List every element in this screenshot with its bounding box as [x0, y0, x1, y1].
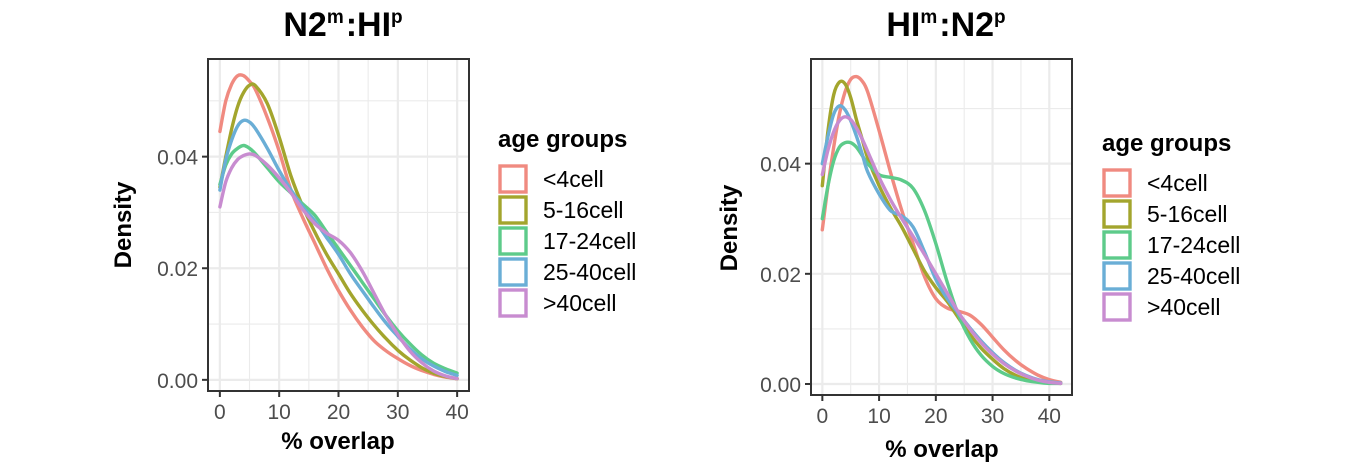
x-tick-label: 20: [924, 405, 947, 428]
title-mid: :HI: [346, 6, 391, 44]
legend-label: 25-40cell: [543, 259, 636, 285]
legend-label: <4cell: [543, 166, 604, 192]
chart-title: N2m:HIp: [283, 6, 402, 44]
title-sup1: m: [327, 7, 344, 28]
x-tick-label: 0: [214, 401, 226, 424]
x-tick-label: 30: [981, 405, 1004, 428]
series-line: [820, 79, 1063, 386]
legend-key: [1102, 199, 1132, 229]
legend-label: >40cell: [1147, 294, 1221, 320]
y-axis-ticks: 0.00 0.02 0.04: [157, 147, 208, 393]
legend-key: [1102, 230, 1132, 260]
legend-key: [1102, 261, 1132, 291]
legend-label: >40cell: [543, 290, 617, 316]
title-sup2: p: [391, 7, 403, 28]
x-tick-label: 0: [817, 405, 829, 428]
title-mid: :N2: [939, 6, 994, 44]
legend-label: 5-16cell: [1147, 201, 1228, 227]
grid-lines: [208, 59, 469, 391]
legend-title: age groups: [498, 126, 627, 153]
grid-lines: [811, 59, 1072, 395]
series-line: [218, 143, 459, 375]
legend-label: 5-16cell: [543, 197, 624, 223]
legend-label: 17-24cell: [543, 228, 636, 254]
y-tick-label: 0.00: [760, 374, 801, 397]
x-axis-label: % overlap: [885, 436, 998, 463]
title-main: N2: [283, 6, 326, 44]
title-main: HI: [886, 6, 920, 44]
density-chart-left: N2m:HIp 0 10 20 30 40 0.00 0.02 0.04 % overlap…: [110, 6, 636, 455]
y-tick-label: 0.02: [760, 264, 801, 287]
title-sup1: m: [920, 7, 937, 28]
plot-border: [810, 58, 1073, 396]
legend: age groups <4cell 5-16cell 17-24cell 25-40c…: [498, 126, 636, 318]
series-line: [218, 73, 459, 381]
series-lines: [218, 73, 459, 381]
x-tick-label: 10: [867, 405, 890, 428]
y-tick-label: 0.00: [157, 370, 198, 393]
legend-key: [498, 288, 528, 318]
series-line: [820, 140, 1063, 386]
series-line: [820, 115, 1063, 386]
x-tick-label: 40: [1038, 405, 1061, 428]
y-tick-label: 0.04: [760, 154, 801, 177]
legend-key: [498, 164, 528, 194]
legend-title: age groups: [1102, 130, 1231, 157]
y-axis-label: Density: [110, 181, 137, 268]
legend-label: <4cell: [1147, 170, 1208, 196]
series-line: [218, 152, 459, 381]
x-tick-label: 10: [268, 401, 291, 424]
title-sup2: p: [994, 7, 1006, 28]
x-tick-label: 30: [386, 401, 409, 424]
x-tick-label: 40: [445, 401, 468, 424]
density-chart-right: HIm:N2p 0 10 20 30 40 0.00 0.02 0.04 % overlap…: [716, 6, 1240, 463]
legend-key: [498, 226, 528, 256]
legend-label: 25-40cell: [1147, 263, 1240, 289]
x-axis-ticks: 0 10 20 30 40: [817, 395, 1061, 428]
y-tick-label: 0.02: [157, 258, 198, 281]
chart-title: HIm:N2p: [886, 6, 1005, 44]
series-lines: [820, 74, 1063, 386]
x-axis-ticks: 0 10 20 30 40: [214, 391, 469, 424]
legend-key: [498, 257, 528, 287]
y-axis-label: Density: [716, 184, 743, 271]
y-tick-label: 0.04: [157, 147, 198, 170]
series-line: [218, 82, 459, 381]
legend-key: [1102, 292, 1132, 322]
y-axis-ticks: 0.00 0.02 0.04: [760, 154, 811, 397]
legend-key: [498, 195, 528, 225]
legend-key: [1102, 168, 1132, 198]
plot-panel: [811, 59, 1072, 395]
legend: age groups <4cell 5-16cell 17-24cell 25-40c…: [1102, 130, 1240, 322]
x-tick-label: 20: [327, 401, 350, 424]
legend-label: 17-24cell: [1147, 232, 1240, 258]
x-axis-label: % overlap: [281, 428, 394, 455]
